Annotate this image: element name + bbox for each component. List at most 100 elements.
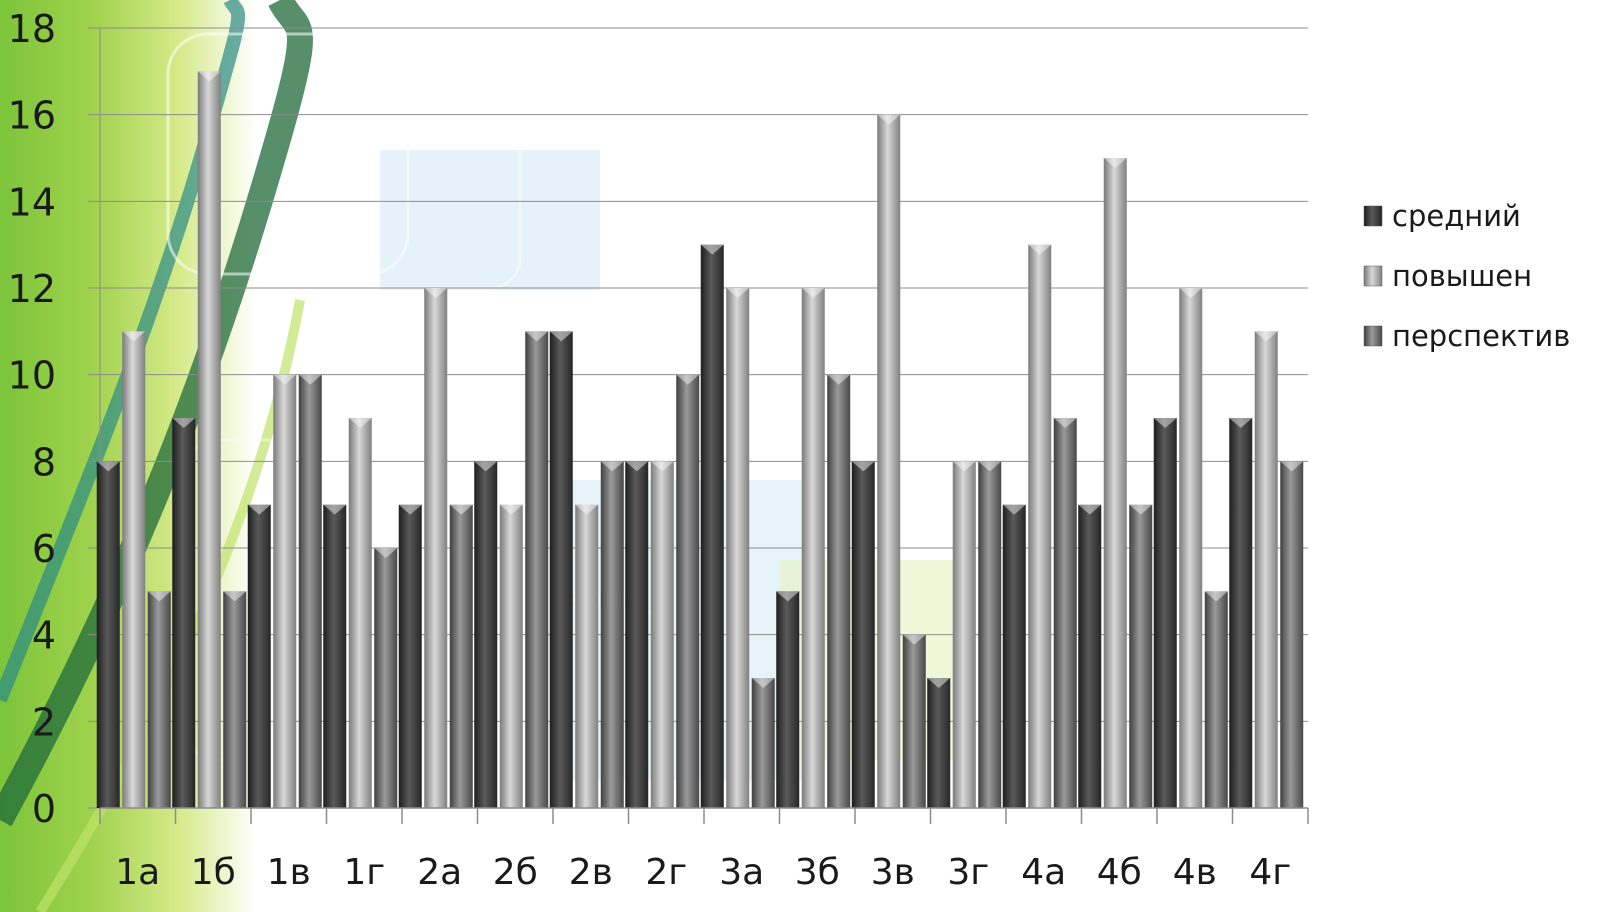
y-tick-label: 16 — [8, 94, 56, 138]
x-tick-label: 3б — [795, 852, 840, 893]
bar-cap — [575, 504, 599, 515]
bar — [96, 461, 120, 808]
bar — [902, 634, 926, 808]
bar — [600, 461, 624, 808]
bar — [801, 288, 825, 808]
x-tick-label: 2в — [569, 852, 613, 893]
y-tick-label: 18 — [8, 7, 56, 51]
bar-cap — [273, 374, 297, 385]
x-tick-label: 2а — [417, 852, 462, 893]
bar-cap — [525, 331, 549, 342]
bar — [776, 591, 800, 808]
x-tick-label: 2б — [493, 852, 538, 893]
bar-cap — [1280, 461, 1304, 472]
bar-cap — [247, 504, 271, 515]
bar — [726, 288, 750, 808]
bar-cap — [197, 71, 221, 82]
y-tick-label: 10 — [8, 354, 56, 398]
bar-cap — [952, 461, 976, 472]
bar-cap — [978, 461, 1002, 472]
bar-cap — [223, 591, 247, 602]
bar — [700, 244, 724, 808]
bar — [625, 461, 649, 808]
bar — [1078, 504, 1102, 808]
x-tick-label: 1б — [191, 852, 236, 893]
bar — [827, 374, 851, 808]
y-tick-label: 6 — [32, 527, 56, 571]
bar — [1179, 288, 1203, 808]
bar-cap — [650, 461, 674, 472]
bar-cap — [474, 461, 498, 472]
bar — [424, 288, 448, 808]
bar — [877, 114, 901, 808]
x-tick-label: 2г — [645, 852, 687, 893]
bar-cap — [851, 461, 875, 472]
y-tick-label: 4 — [32, 614, 56, 658]
legend-label: повышен — [1392, 259, 1532, 293]
y-axis: 0 2 4 6 8 10 12 14 16 18 — [8, 7, 101, 831]
bar — [1002, 504, 1026, 808]
bar-cap — [1002, 504, 1026, 515]
bar-cap — [1179, 288, 1203, 298]
x-tick-label: 1в — [267, 852, 311, 893]
bar — [978, 461, 1002, 808]
bar-cap — [600, 461, 624, 472]
bar-series — [96, 71, 1304, 809]
bar — [1153, 418, 1177, 808]
bar-cap — [776, 591, 800, 602]
bar — [1254, 331, 1278, 808]
bar-cap — [927, 678, 951, 688]
legend-swatch — [1363, 205, 1383, 227]
bar — [348, 418, 372, 808]
bar-cap — [625, 461, 649, 472]
bar-cap — [676, 374, 700, 385]
bar — [1229, 418, 1253, 808]
bar — [1280, 461, 1304, 808]
bar-cap — [1204, 591, 1228, 602]
bar — [172, 418, 196, 808]
bar — [927, 678, 951, 808]
x-axis: 1а 1б 1в 1г 2а 2б 2в 2г 3а 3б 3в 3г 4а 4б 4в 4г — [99, 807, 1309, 893]
bar — [474, 461, 498, 808]
bar — [1028, 244, 1052, 808]
bar-cap — [1153, 418, 1177, 428]
bar-cap — [549, 331, 573, 342]
bar — [751, 678, 775, 808]
bar — [122, 331, 146, 808]
bar — [223, 591, 247, 808]
bar-cap — [147, 591, 171, 602]
bar-cap — [726, 288, 750, 298]
bar-cap — [827, 374, 851, 385]
bar-cap — [398, 504, 422, 515]
bar-cap — [348, 418, 372, 428]
bar — [499, 504, 523, 808]
bar-cap — [122, 331, 146, 342]
bar — [298, 374, 322, 808]
y-tick-label: 14 — [8, 180, 56, 224]
legend-label: перспектив — [1392, 319, 1570, 353]
x-tick-label: 3а — [719, 852, 764, 893]
legend: средний повышен перспектив — [1363, 199, 1570, 353]
bar — [575, 504, 599, 808]
bar-cap — [801, 288, 825, 298]
bar — [549, 331, 573, 808]
bar-cap — [1254, 331, 1278, 342]
x-tick-label: 3в — [871, 852, 915, 893]
bar-cap — [1053, 418, 1077, 428]
x-tick-label: 4а — [1021, 852, 1066, 893]
x-tick-label: 1г — [343, 852, 385, 893]
bar — [374, 548, 398, 808]
bar-cap — [172, 418, 196, 428]
bar — [1129, 504, 1153, 808]
bar — [952, 461, 976, 808]
x-tick-label: 4г — [1249, 852, 1291, 893]
bar — [247, 504, 271, 808]
bar — [650, 461, 674, 808]
bar — [323, 504, 347, 808]
bar-cap — [1103, 158, 1127, 168]
legend-label: средний — [1392, 199, 1521, 233]
legend-swatch — [1363, 265, 1383, 287]
y-tick-label: 12 — [8, 267, 56, 311]
x-tick-label: 4б — [1097, 852, 1142, 893]
